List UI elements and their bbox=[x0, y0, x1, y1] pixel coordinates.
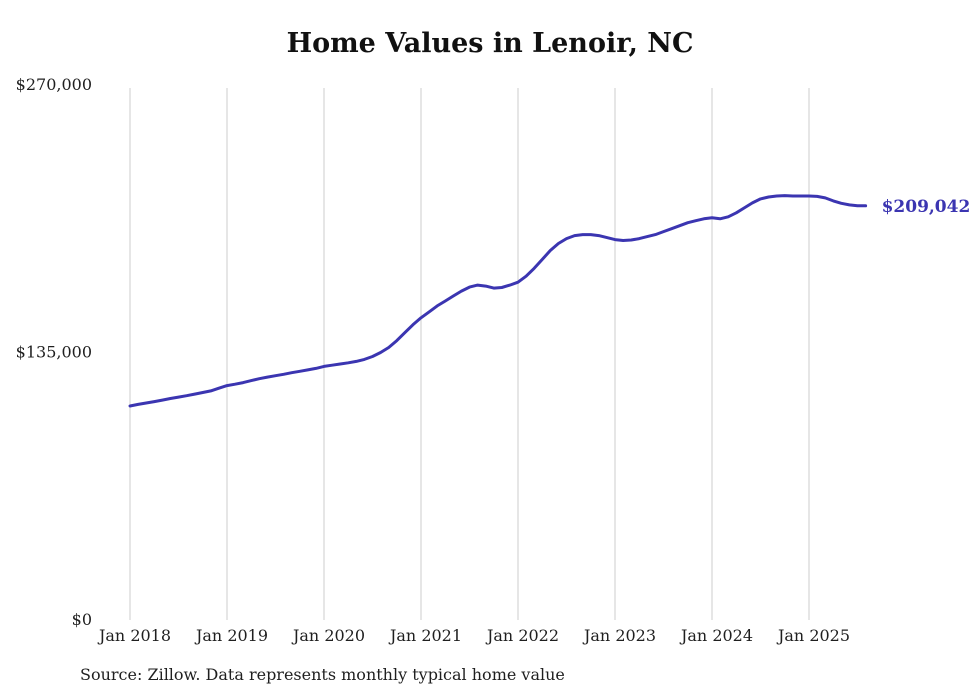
home-value-line bbox=[128, 194, 868, 408]
x-tick-label: Jan 2018 bbox=[97, 626, 171, 645]
x-tick-label: Jan 2022 bbox=[485, 626, 559, 645]
y-tick-label: $135,000 bbox=[16, 343, 92, 362]
latest-value-label: $209,042 bbox=[882, 197, 971, 217]
x-tick-label: Jan 2021 bbox=[388, 626, 462, 645]
x-tick-label: Jan 2023 bbox=[582, 626, 656, 645]
y-tick-label: $0 bbox=[72, 610, 92, 629]
y-tick-label: $270,000 bbox=[16, 75, 92, 94]
x-tick-label: Jan 2020 bbox=[291, 626, 365, 645]
x-tick-label: Jan 2019 bbox=[194, 626, 268, 645]
source-note: Source: Zillow. Data represents monthly … bbox=[80, 665, 565, 684]
x-tick-label: Jan 2025 bbox=[776, 626, 850, 645]
x-tick-label: Jan 2024 bbox=[679, 626, 753, 645]
chart-title: Home Values in Lenoir, NC bbox=[286, 28, 694, 59]
